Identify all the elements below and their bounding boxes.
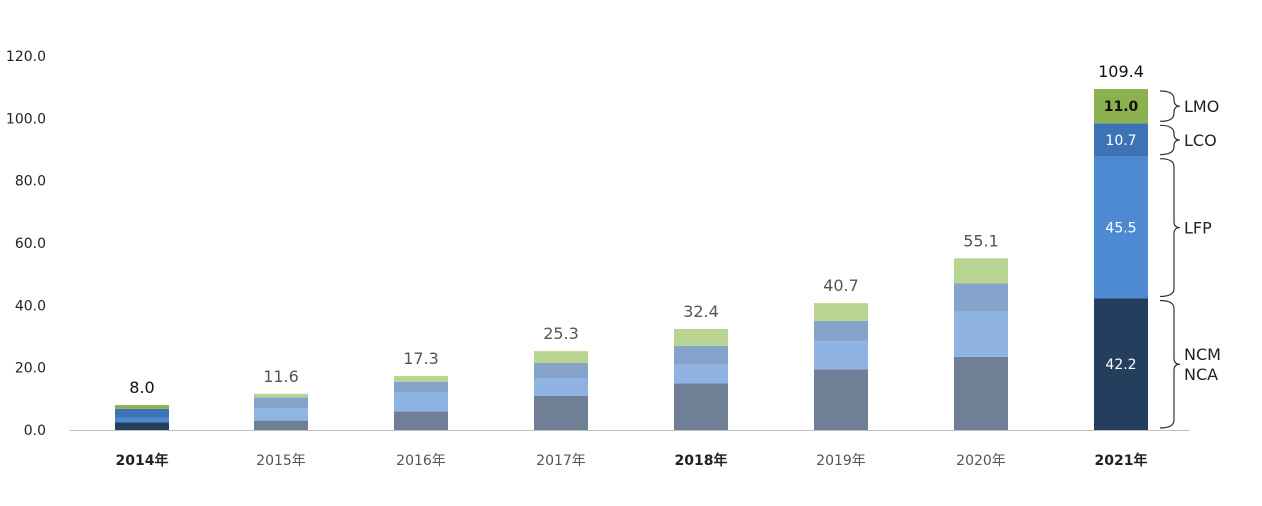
y-tick-label: 80.0 [15,174,46,190]
bar-segment [674,383,728,430]
y-tick-label: 40.0 [15,298,46,314]
bracket [1159,158,1181,298]
total-label: 40.7 [823,276,859,295]
total-label: 17.3 [403,349,439,368]
bar-segment [954,258,1008,284]
x-tick-label: 2019年 [816,453,866,469]
x-tick-label: 2015年 [256,453,306,469]
bar-segment [254,408,308,421]
total-label: 25.3 [543,324,579,343]
bar-segment [115,422,169,430]
bar-segment [1094,123,1148,157]
data-label: 45.5 [1105,221,1136,237]
bracket-label: LCO [1184,131,1217,150]
bar-segment [814,341,868,370]
bracket [1159,90,1181,122]
composition-brackets: NCM NCA LFP LCO LMO [1159,90,1221,429]
bar-segment [954,356,1008,430]
total-label: 8.0 [129,378,154,397]
bar-segment [254,397,308,409]
total-label: 109.4 [1098,62,1144,81]
y-axis: 0.0 20.0 40.0 60.0 80.0 100.0 120.0 [6,49,46,439]
bar-segment [1094,298,1148,430]
bar-segment [674,329,728,346]
bar-segment [674,364,728,384]
bar-segment [254,393,308,398]
bar-segment [534,362,588,379]
x-tick-label: 2016年 [396,453,446,469]
data-label: 42.2 [1105,357,1136,373]
y-tick-label: 100.0 [6,111,46,127]
data-label: 10.7 [1105,133,1136,149]
x-axis: 2014年 2015年 2016年 2017年 2018年 2019年 2020年 2021年 [70,430,1190,469]
bracket [1159,124,1181,156]
bar-segment [954,283,1008,312]
total-label: 55.1 [963,231,999,250]
segment-labels: 42.2 45.5 10.7 11.0 [1104,99,1139,373]
bracket-label: LMO [1184,97,1219,116]
bar-segment [115,408,169,418]
bar-segment [394,381,448,393]
bar-segment [814,369,868,430]
total-label: 11.6 [263,367,299,386]
y-tick-label: 120.0 [6,49,46,65]
data-label: 11.0 [1104,99,1139,115]
bar-segment [115,405,169,409]
bar-segment [954,311,1008,357]
bar-segment [534,351,588,363]
bar-segment [394,411,448,430]
total-labels: 8.0 11.6 17.3 25.3 32.4 40.7 55.1 109.4 [129,62,1144,397]
bars [115,89,1148,430]
x-tick-label: 2020年 [956,453,1006,469]
bar-segment [534,395,588,430]
bracket-label: NCM NCA [1184,345,1221,384]
bar-segment [674,345,728,365]
x-tick-label: 2017年 [536,453,586,469]
y-tick-label: 60.0 [15,236,46,252]
y-tick-label: 20.0 [15,361,46,377]
bar-segment [115,417,169,423]
bar-segment [534,378,588,396]
bracket-label: LFP [1184,219,1212,238]
x-tick-label: 2021年 [1095,452,1148,469]
bar-segment [1094,89,1148,124]
bar-segment [814,320,868,342]
bar-segment [814,303,868,321]
bracket [1159,299,1181,429]
bar-segment [1094,156,1148,299]
bar-segment [254,420,308,430]
x-tick-label: 2018年 [675,452,728,469]
y-tick-label: 0.0 [24,423,46,439]
bar-segment [394,376,448,382]
x-tick-label: 2014年 [116,452,169,469]
total-label: 32.4 [683,302,719,321]
bar-segment [394,392,448,412]
